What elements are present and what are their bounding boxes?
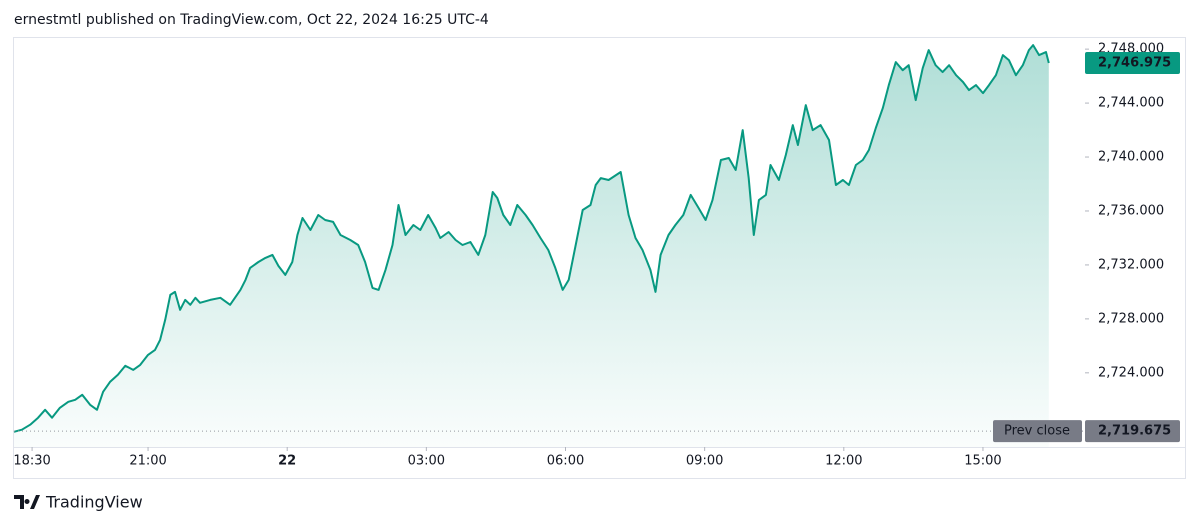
y-tick-label: 2,732.000 [1098, 257, 1164, 272]
plot: 2,724.000 2,728.000 2,732.000 2,736.000 2,74… [13, 42, 1180, 469]
brand: TradingView [45, 493, 143, 512]
x-tick-label: 09:00 [686, 454, 723, 469]
chart-frame [13, 37, 1186, 479]
y-tick-label: 2,724.000 [1098, 365, 1164, 380]
last-price-box [1085, 51, 1180, 74]
area-fill [14, 45, 1049, 447]
prev-close-label: 2,719.675 [1098, 424, 1171, 439]
y-tick-label: 2,736.000 [1098, 203, 1164, 218]
logo [14, 495, 40, 509]
x-tick-label: 22 [278, 454, 296, 469]
y-tick-label: 2,744.000 [1098, 96, 1164, 111]
y-tick-label: 2,740.000 [1098, 150, 1164, 165]
y-tick-label: 2,728.000 [1098, 311, 1164, 326]
prev-close-box [1085, 420, 1180, 443]
x-tick-label: 03:00 [408, 454, 445, 469]
prev-close-name: Prev close [1004, 424, 1070, 439]
x-tick-label: 15:00 [964, 454, 1001, 469]
x-tick-label: 06:00 [547, 454, 584, 469]
price-line [13, 44, 1050, 433]
prev-close-tag [993, 420, 1082, 443]
x-tick-label: 12:00 [825, 454, 862, 469]
publish-info: ernestmtl published on TradingView.com, … [14, 12, 489, 28]
last-price-label: 2,746.975 [1098, 55, 1171, 70]
x-tick-label: 18:30 [13, 454, 50, 469]
x-tick-label: 21:00 [129, 454, 166, 469]
